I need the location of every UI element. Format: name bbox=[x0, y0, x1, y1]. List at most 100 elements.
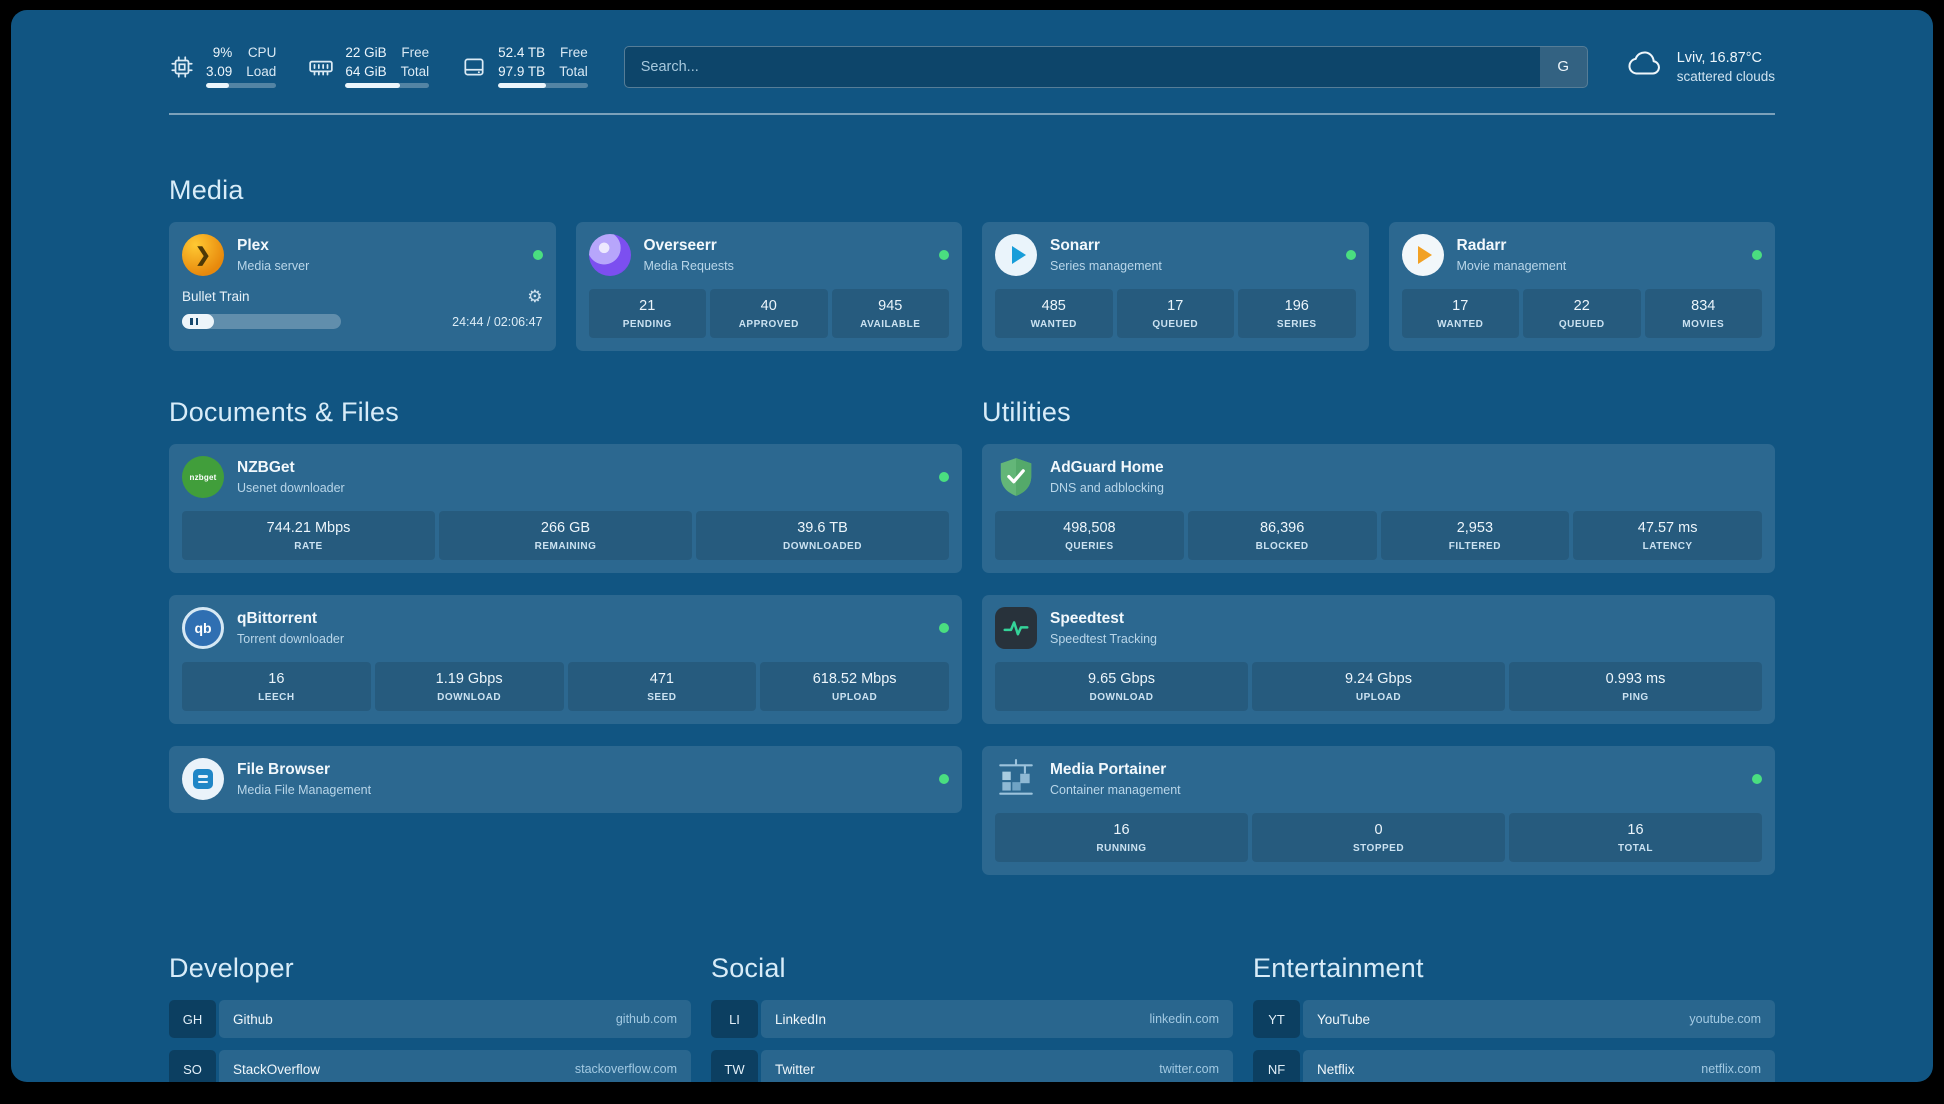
nzbget-icon-label: nzbget bbox=[189, 472, 217, 482]
stat-value: 266 GB bbox=[540, 520, 591, 536]
stats-row: 17 WANTED 22 QUEUED 834 MOVIES bbox=[1401, 289, 1762, 338]
radarr-icon bbox=[1401, 234, 1444, 276]
search-input[interactable] bbox=[624, 46, 1540, 87]
player-row: 24:44 / 02:06:47 bbox=[182, 314, 543, 329]
bookmark-github[interactable]: GH Github github.com bbox=[169, 1000, 691, 1038]
bookmark-stackoverflow[interactable]: SO StackOverflow stackoverflow.com bbox=[169, 1050, 691, 1082]
card-header: qb qBittorrent Torrent downloader bbox=[182, 607, 949, 649]
gear-icon[interactable] bbox=[527, 288, 542, 305]
disk-progress-track bbox=[498, 83, 588, 89]
status-dot bbox=[1752, 774, 1762, 784]
memory-total-value: 64 GiB bbox=[345, 63, 387, 79]
cpu-load-label: Load bbox=[246, 63, 277, 79]
card-title: NZBGet bbox=[237, 459, 295, 476]
stat-tile: 471 SEED bbox=[567, 662, 757, 711]
card-nzbget[interactable]: nzbget NZBGet Usenet downloader 744.21 M… bbox=[169, 444, 962, 573]
cpu-load-value: 3.09 bbox=[206, 63, 233, 79]
card-title: AdGuard Home bbox=[1050, 459, 1164, 476]
stat-tile: 2,953 FILTERED bbox=[1380, 511, 1570, 560]
stat-value: 498,508 bbox=[1063, 520, 1116, 536]
bookmark-domain: twitter.com bbox=[1159, 1062, 1219, 1076]
card-subtitle: Series management bbox=[1050, 259, 1162, 273]
stat-label: LATENCY bbox=[1642, 541, 1693, 552]
bookmark-abbr: GH bbox=[169, 1000, 216, 1038]
qbittorrent-icon: qb bbox=[182, 607, 224, 649]
weather-condition: scattered clouds bbox=[1676, 68, 1775, 84]
card-filebrowser[interactable]: File Browser Media File Management bbox=[169, 746, 962, 813]
stat-label: DOWNLOAD bbox=[437, 692, 502, 703]
media-section-title: Media bbox=[169, 175, 244, 205]
card-radarr[interactable]: Radarr Movie management 17 WANTED 22 QUE… bbox=[1388, 222, 1775, 351]
bookmark-group-developer: Developer GH Github github.com SO StackO… bbox=[169, 953, 691, 1082]
stat-tile: 0.993 ms PING bbox=[1509, 662, 1762, 711]
bookmark-abbr: LI bbox=[711, 1000, 758, 1038]
card-header: nzbget NZBGet Usenet downloader bbox=[182, 456, 949, 498]
entertainment-bookmark-list: YT YouTube youtube.com NF Netflix netfli… bbox=[1253, 1000, 1775, 1082]
cpu-progress-fill bbox=[206, 83, 230, 89]
memory-free-value: 22 GiB bbox=[345, 44, 387, 60]
stat-tile: 16 LEECH bbox=[182, 662, 371, 711]
card-overseerr[interactable]: Overseerr Media Requests 21 PENDING 40 A… bbox=[575, 222, 962, 351]
card-plex[interactable]: Plex Media server Bullet Train bbox=[169, 222, 556, 351]
card-subtitle: Media Requests bbox=[643, 259, 734, 273]
stat-tile: 834 MOVIES bbox=[1644, 289, 1762, 338]
status-dot bbox=[939, 472, 949, 482]
card-subtitle: Usenet downloader bbox=[237, 481, 345, 495]
bookmark-name: Github bbox=[233, 1011, 273, 1027]
card-header: Radarr Movie management bbox=[1401, 234, 1762, 276]
stat-label: WANTED bbox=[1030, 319, 1077, 330]
bookmark-abbr: YT bbox=[1253, 1000, 1300, 1038]
card-subtitle: Speedtest Tracking bbox=[1050, 632, 1158, 646]
content-container: 9% 3.09 CPU Load bbox=[11, 10, 1933, 1082]
player-progress-track[interactable] bbox=[182, 314, 341, 329]
stat-tile: 945 AVAILABLE bbox=[831, 289, 949, 338]
bookmark-twitter[interactable]: TW Twitter twitter.com bbox=[711, 1050, 1233, 1082]
speedtest-icon bbox=[995, 607, 1037, 649]
media-cards-row: Plex Media server Bullet Train bbox=[169, 222, 1775, 351]
stat-tile: 17 WANTED bbox=[1401, 289, 1519, 338]
topbar: 9% 3.09 CPU Load bbox=[169, 44, 1775, 89]
stat-label: REMAINING bbox=[534, 541, 597, 552]
stats-row: 16 LEECH 1.19 Gbps DOWNLOAD 471 SEED bbox=[182, 662, 949, 711]
bookmark-youtube[interactable]: YT YouTube youtube.com bbox=[1253, 1000, 1775, 1038]
card-adguard[interactable]: AdGuard Home DNS and adblocking 498,508 … bbox=[982, 444, 1775, 573]
bookmark-domain: netflix.com bbox=[1701, 1062, 1761, 1076]
bookmark-abbr: NF bbox=[1253, 1050, 1300, 1082]
stat-value: 47.57 ms bbox=[1637, 520, 1698, 536]
documents-section-title: Documents & Files bbox=[169, 397, 399, 427]
disk-total-label: Total bbox=[559, 63, 588, 79]
stats-row: 485 WANTED 17 QUEUED 196 SERIES bbox=[995, 289, 1356, 338]
stat-label: APPROVED bbox=[738, 319, 799, 330]
bookmark-linkedin[interactable]: LI LinkedIn linkedin.com bbox=[711, 1000, 1233, 1038]
social-group-title: Social bbox=[711, 953, 786, 983]
stat-value: 485 bbox=[1041, 298, 1066, 314]
stat-label: SEED bbox=[647, 692, 677, 703]
status-dot bbox=[939, 774, 949, 784]
stat-label: TOTAL bbox=[1618, 843, 1653, 854]
card-qbittorrent[interactable]: qb qBittorrent Torrent downloader 16 bbox=[169, 595, 962, 724]
memory-free-label: Free bbox=[401, 44, 430, 60]
cpu-icon bbox=[169, 54, 195, 80]
stats-row: 16 RUNNING 0 STOPPED 16 TOTAL bbox=[995, 813, 1762, 862]
card-header: File Browser Media File Management bbox=[182, 758, 949, 800]
stats-row: 21 PENDING 40 APPROVED 945 AVAILABLE bbox=[588, 289, 949, 338]
card-title: qBittorrent bbox=[237, 610, 318, 627]
bookmark-netflix[interactable]: NF Netflix netflix.com bbox=[1253, 1050, 1775, 1082]
stat-tile: 485 WANTED bbox=[995, 289, 1113, 338]
stat-value: 17 bbox=[1452, 298, 1469, 314]
stat-label: BLOCKED bbox=[1255, 541, 1309, 552]
stat-tile: 196 SERIES bbox=[1238, 289, 1356, 338]
card-portainer[interactable]: Media Portainer Container management 16 … bbox=[982, 746, 1775, 875]
stat-value: 17 bbox=[1167, 298, 1184, 314]
stat-tile: 9.65 Gbps DOWNLOAD bbox=[995, 662, 1248, 711]
card-speedtest[interactable]: Speedtest Speedtest Tracking 9.65 Gbps D… bbox=[982, 595, 1775, 724]
card-sonarr[interactable]: Sonarr Series management 485 WANTED 17 Q… bbox=[982, 222, 1369, 351]
bookmark-domain: youtube.com bbox=[1689, 1012, 1761, 1026]
pause-icon[interactable] bbox=[190, 318, 198, 325]
search-provider-button[interactable]: G bbox=[1539, 46, 1587, 87]
bookmark-name: Twitter bbox=[775, 1061, 815, 1077]
weather-text: Lviv, 16.87°C scattered clouds bbox=[1677, 50, 1775, 84]
memory-progress-track bbox=[345, 83, 430, 89]
memory-icon bbox=[308, 54, 334, 80]
utilities-section-title: Utilities bbox=[982, 397, 1071, 427]
